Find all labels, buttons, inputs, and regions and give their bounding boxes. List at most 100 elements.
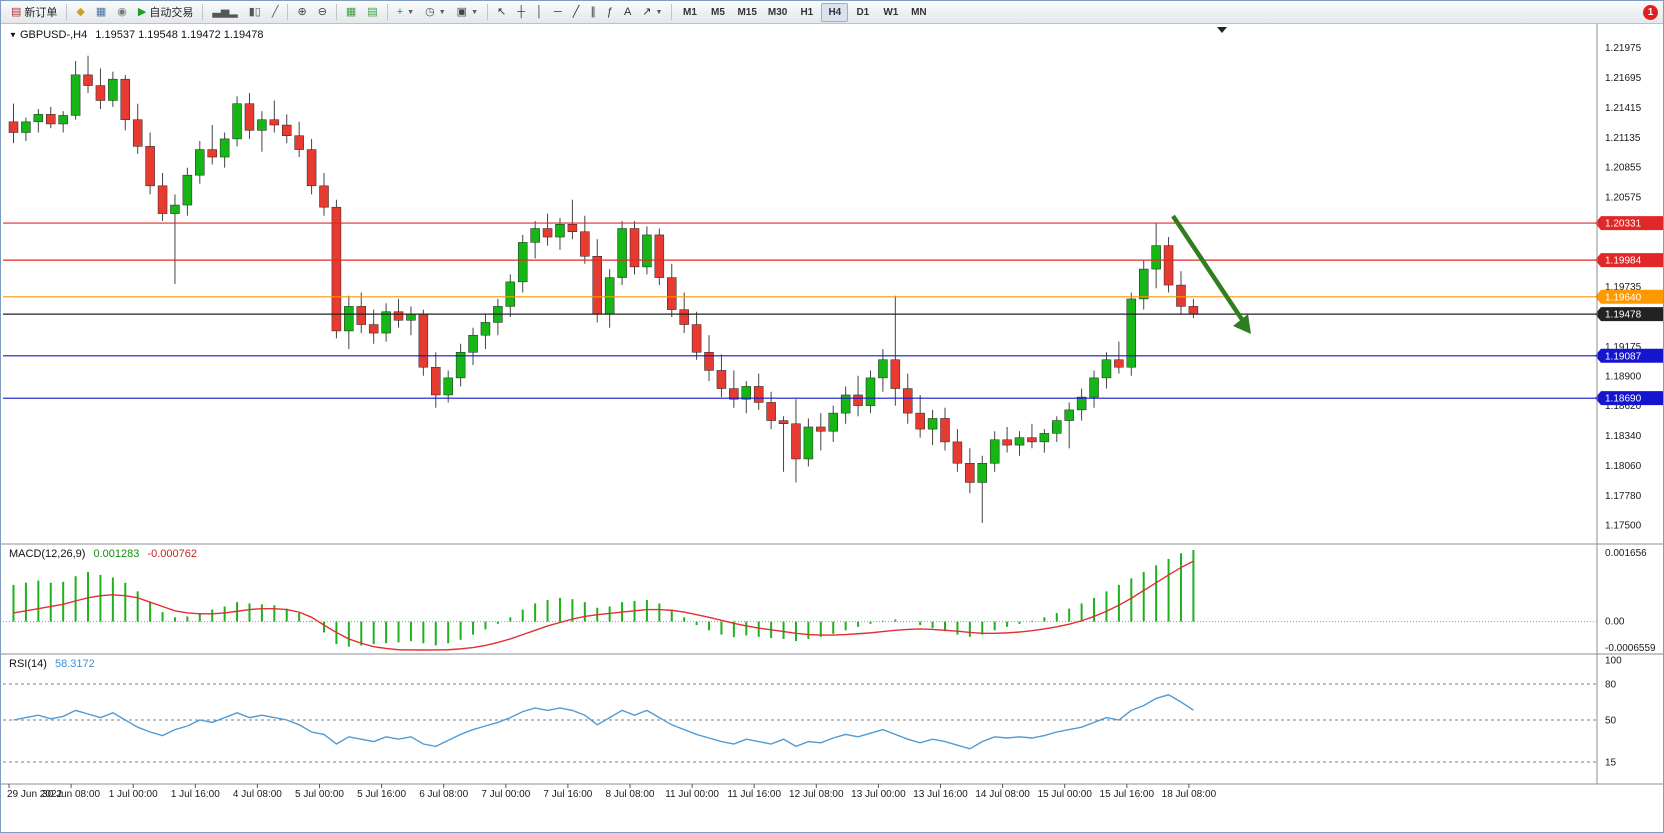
candle-down xyxy=(1188,306,1199,315)
time-axis-label: 5 Jul 00:00 xyxy=(295,789,344,800)
candle-up xyxy=(257,119,267,131)
line-chart-button[interactable]: ╱ xyxy=(267,3,284,22)
candle-up xyxy=(517,242,528,283)
price-axis-tick: 1.19735 xyxy=(1605,282,1642,293)
data-window-button[interactable]: ▦ xyxy=(91,3,111,22)
toolbar-separator xyxy=(487,4,488,20)
zoom-out-button[interactable]: ⊖ xyxy=(313,3,332,22)
resistance-line-2-tag xyxy=(1595,253,1663,268)
zoom-in-icon: ⊕ xyxy=(297,5,307,18)
sound-alerts-button[interactable]: ◉ xyxy=(112,3,132,22)
candle-down xyxy=(356,306,367,325)
cascade-windows-button[interactable]: ▤ xyxy=(362,3,382,22)
candle-up xyxy=(617,228,627,278)
timeframe-m15-button[interactable]: M15 xyxy=(737,6,757,18)
candle-down xyxy=(902,388,913,414)
time-axis-label: 13 Jul 16:00 xyxy=(913,789,968,800)
candle-down xyxy=(418,313,429,368)
tile-windows-icon: ▦ xyxy=(345,5,357,18)
resistance-line-1-tag-text: 1.20331 xyxy=(1605,219,1642,230)
candle-up xyxy=(530,228,540,243)
time-axis-label: 30 Jun 08:00 xyxy=(42,789,100,800)
candle-up xyxy=(182,174,193,206)
timeframe-h4-button[interactable]: H4 xyxy=(821,2,849,22)
text-label-icon: A xyxy=(623,5,632,18)
timeframe-w1-button[interactable]: W1 xyxy=(883,6,899,18)
market-watch-button[interactable]: ◆ xyxy=(71,3,89,22)
time-axis[interactable] xyxy=(1,784,1664,802)
macd-axis-tick: 0.001656 xyxy=(1605,548,1647,559)
timeframe-d1-button[interactable]: D1 xyxy=(856,6,870,18)
candle-up xyxy=(170,204,180,214)
timeframe-mn-button[interactable]: MN xyxy=(911,6,927,18)
dropdown-caret-icon: ▼ xyxy=(407,8,415,16)
candle-down xyxy=(269,119,280,126)
arrows-button[interactable]: ↗ ▼ xyxy=(637,3,667,22)
main-toolbar: ▤ 新订单 ◆ ▦ ◉ ▶ 自动交易 ▃▅▂ ▮▯ ╱ ⊕ ⊖ ▦ ▤ + ▼ ◷ ▼ ▣ ▼ ↖ ┼ │ ─ ╱ ∥ ƒ A ↗ ▼ M1… xyxy=(1,1,1663,24)
candle-down xyxy=(120,78,131,120)
candle-down xyxy=(965,462,975,483)
timeframe-m5-button[interactable]: M5 xyxy=(710,6,725,18)
candle-up xyxy=(1014,437,1025,446)
candlestick-chart-button[interactable]: ▮▯ xyxy=(244,3,266,22)
time-axis-label: 15 Jul 00:00 xyxy=(1037,789,1092,800)
toolbar-separator xyxy=(287,4,289,20)
candle-up xyxy=(70,74,81,116)
cursor-icon: ↖ xyxy=(497,5,507,18)
timeframe-h1-button[interactable]: H1 xyxy=(800,6,814,18)
candle-up xyxy=(1138,268,1149,300)
candle-up xyxy=(865,377,876,406)
time-axis-label: 5 Jul 16:00 xyxy=(357,789,406,800)
templates-button[interactable]: ▣ ▼ xyxy=(452,3,483,22)
equidistant-channel-button[interactable]: ∥ xyxy=(585,3,601,22)
zoom-in-button[interactable]: ⊕ xyxy=(292,3,311,22)
periods-button[interactable]: ◷ ▼ xyxy=(420,3,451,22)
indicators-button[interactable]: + ▼ xyxy=(392,3,419,22)
crosshair-button[interactable]: ┼ xyxy=(512,3,530,22)
line-chart-icon: ╱ xyxy=(271,5,279,18)
new-order-button[interactable]: ▤ 新订单 xyxy=(6,3,62,22)
candle-down xyxy=(145,146,155,187)
candle-up xyxy=(1101,359,1112,379)
candle-up xyxy=(33,114,44,123)
bar-chart-button[interactable]: ▃▅▂ xyxy=(207,3,242,22)
candle-up xyxy=(840,394,851,414)
candle-up xyxy=(803,426,814,460)
macd-main-value: 0.001283 xyxy=(93,548,140,560)
macd-signal-value: -0.000762 xyxy=(147,548,197,560)
market-watch-icon: ◆ xyxy=(76,5,85,18)
time-axis-label: 29 Jun 2022 xyxy=(7,789,62,800)
candle-up xyxy=(1151,245,1161,270)
candle-up xyxy=(1064,409,1074,421)
autotrade-icon: ▶ xyxy=(137,5,147,18)
timeframe-m1-button[interactable]: M1 xyxy=(682,6,697,18)
rsi-axis-tick: 100 xyxy=(1605,656,1622,667)
timeframe-m30-button[interactable]: M30 xyxy=(767,6,788,18)
trendline-button[interactable]: ╱ xyxy=(568,3,585,22)
vertical-line-button[interactable]: │ xyxy=(531,3,548,22)
candle-down xyxy=(853,394,863,406)
chart-collapse-icon[interactable]: ▼ xyxy=(9,30,17,40)
pivot-line-tag xyxy=(1595,289,1663,304)
downtrend-arrow-head xyxy=(1233,314,1251,334)
tile-windows-button[interactable]: ▦ xyxy=(341,3,361,22)
price-axis[interactable] xyxy=(1597,24,1664,784)
candle-up xyxy=(1076,396,1087,411)
candle-down xyxy=(791,423,801,460)
horizontal-line-button[interactable]: ─ xyxy=(549,3,567,22)
price-axis-tick: 1.21975 xyxy=(1605,43,1642,54)
pivot-line-tag-text: 1.19640 xyxy=(1605,292,1642,303)
text-label-button[interactable]: A xyxy=(619,3,636,22)
candle-up xyxy=(989,439,1000,464)
toolbar-separator xyxy=(66,4,68,20)
candle-down xyxy=(766,402,776,421)
notification-badge[interactable]: 1 xyxy=(1643,4,1658,20)
downtrend-arrow[interactable] xyxy=(1171,214,1245,323)
candle-down xyxy=(542,228,553,238)
fibonacci-button[interactable]: ƒ xyxy=(602,3,618,22)
indicators-icon: + xyxy=(396,5,404,18)
cursor-button[interactable]: ↖ xyxy=(492,3,511,22)
autotrade-button[interactable]: ▶ 自动交易 xyxy=(133,3,198,22)
dropdown-caret-icon: ▼ xyxy=(438,8,446,16)
